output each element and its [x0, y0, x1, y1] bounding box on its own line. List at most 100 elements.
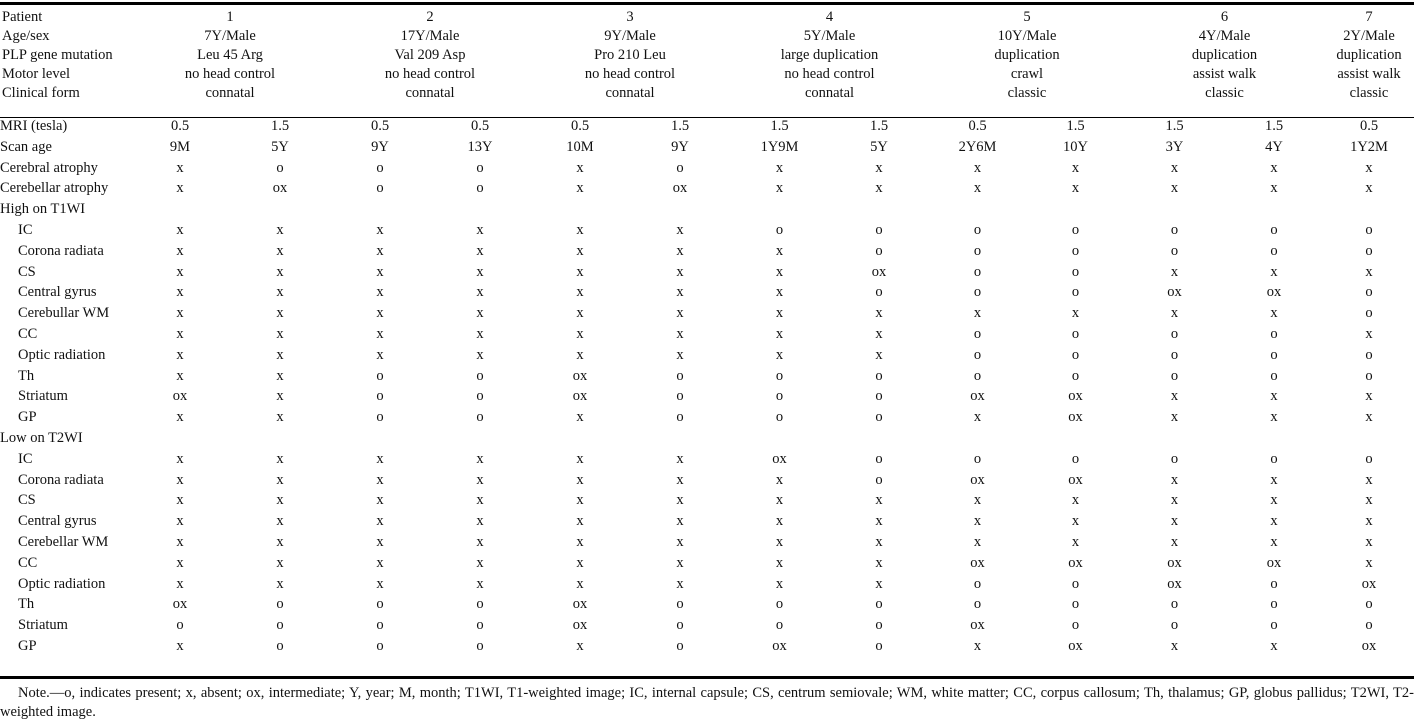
- table-cell: x: [775, 284, 784, 301]
- table-cell: x: [1270, 533, 1278, 550]
- table-cell: x: [476, 492, 484, 509]
- table-cell: x: [1365, 492, 1373, 509]
- table-cell: x: [376, 305, 384, 322]
- table-cell: o: [1270, 221, 1278, 238]
- table-cell: x: [676, 575, 684, 592]
- header-row-age-sex: Age/sex 7Y/Male 17Y/Male 9Y/Male 5Y/Male 10Y/…: [0, 27, 1414, 46]
- table-cell: o: [875, 388, 883, 405]
- table-cell: 9M: [169, 138, 191, 155]
- header-cell-clinical-form: connatal: [804, 85, 855, 101]
- table-cell: x: [476, 284, 484, 301]
- table-cell: x: [576, 346, 584, 363]
- table-cell: 1Y2M: [1350, 138, 1388, 155]
- table-cell: ox: [572, 596, 588, 613]
- table-cell: x: [1270, 409, 1278, 426]
- table-cell: [929, 199, 1026, 220]
- table-cell: o: [476, 596, 484, 613]
- table-cell: [230, 199, 330, 220]
- table-cell: x: [1270, 159, 1278, 176]
- table-row: Scan age 9M 5Y 9Y 13Y 10M 9Y 1Y9M 5Y 2Y6M 10Y 3Y 4Y 1…: [0, 137, 1414, 158]
- table-cell: x: [1270, 388, 1278, 405]
- table-cell: o: [875, 637, 883, 654]
- header-cell-age-sex: 17Y/Male: [400, 28, 460, 44]
- header-label: Age/sex: [2, 28, 50, 44]
- table-cell: x: [1071, 159, 1080, 176]
- table-row: Optic radiation x x x x x x x x o o o o o: [0, 345, 1414, 366]
- table-cell: x: [775, 513, 784, 530]
- table-row: Cerebral atrophy x o o o x o x x x x x x x: [0, 158, 1414, 179]
- table-cell: x: [176, 180, 184, 197]
- table-cell: x: [276, 513, 284, 530]
- table-cell: o: [1270, 242, 1278, 259]
- table-cell: x: [676, 346, 684, 363]
- table-cell: x: [376, 242, 384, 259]
- table-cell: x: [576, 471, 584, 488]
- table-cell: x: [1365, 325, 1373, 342]
- table-row: IC x x x x x x o o o o o o o: [0, 220, 1414, 241]
- table-row: Central gyrus x x x x x x x x x x x x x: [0, 511, 1414, 532]
- table-cell: x: [276, 554, 284, 571]
- table-cell: o: [376, 180, 384, 197]
- table-cell: o: [1365, 284, 1373, 301]
- table-cell: [630, 428, 730, 449]
- table-cell: x: [676, 263, 684, 280]
- table-cell: 1.5: [869, 118, 889, 134]
- table-cell: ox: [1068, 637, 1083, 654]
- table-cell: x: [676, 284, 684, 301]
- table-cell: x: [576, 242, 584, 259]
- table-cell: o: [775, 388, 784, 405]
- table-cell: o: [875, 284, 883, 301]
- table-cell: x: [276, 346, 284, 363]
- table-cell: [730, 428, 829, 449]
- table-cell: x: [676, 554, 684, 571]
- table-cell: o: [973, 242, 982, 259]
- table-cell: o: [176, 617, 184, 634]
- table-cell: x: [775, 492, 784, 509]
- header-label: Motor level: [2, 66, 71, 82]
- table-cell: x: [276, 221, 284, 238]
- table-cell: ox: [970, 388, 985, 405]
- table-cell: x: [476, 263, 484, 280]
- table-cell: x: [576, 284, 584, 301]
- table-cell: x: [176, 637, 184, 654]
- header-cell-clinical-form: classic: [1205, 85, 1244, 101]
- table-cell: [530, 428, 630, 449]
- table-cell: x: [476, 533, 484, 550]
- table-cell: [330, 199, 430, 220]
- table-cell: x: [376, 284, 384, 301]
- table-cell: o: [1270, 325, 1278, 342]
- table-cell: o: [973, 325, 982, 342]
- table-cell: 1.5: [1066, 118, 1085, 134]
- table-cell: o: [775, 221, 784, 238]
- table-cell: 0.5: [570, 118, 590, 134]
- header-cell-patient-number: 2: [426, 9, 434, 25]
- table-cell: 10M: [566, 138, 594, 155]
- table-cell: o: [875, 596, 883, 613]
- table-row: Corona radiata x x x x x x x o o o o o o: [0, 241, 1414, 262]
- table-cell: x: [775, 346, 784, 363]
- row-label: IC: [18, 450, 33, 467]
- table-cell: ox: [1167, 284, 1182, 301]
- table-cell: o: [1170, 221, 1179, 238]
- table-cell: x: [576, 263, 584, 280]
- table-cell: o: [376, 617, 384, 634]
- table-cell: x: [775, 575, 784, 592]
- table-cell: 1.5: [1165, 118, 1184, 134]
- table-cell: x: [1170, 492, 1179, 509]
- header-cell-plp-mutation: Val 209 Asp: [394, 47, 466, 63]
- row-label: Cerebral atrophy: [0, 159, 98, 176]
- table-cell: o: [1365, 617, 1373, 634]
- table-cell: 2Y6M: [958, 138, 997, 155]
- table-row: CS x x x x x x x x x x x x x: [0, 490, 1414, 511]
- table-row: Cerebullar WM x x x x x x x x x x x x o: [0, 303, 1414, 324]
- table-cell: x: [576, 637, 584, 654]
- header-cell-clinical-form: classic: [1007, 85, 1047, 101]
- header-cell-motor-level: no head control: [584, 66, 676, 82]
- table-cell: x: [1365, 513, 1373, 530]
- table-cell: x: [875, 533, 883, 550]
- table-cell: o: [1170, 617, 1179, 634]
- header-cell-patient-number: 3: [626, 9, 634, 25]
- header-cell-plp-mutation: duplication: [1336, 47, 1402, 63]
- table-cell: x: [576, 305, 584, 322]
- table-cell: x: [1071, 180, 1080, 197]
